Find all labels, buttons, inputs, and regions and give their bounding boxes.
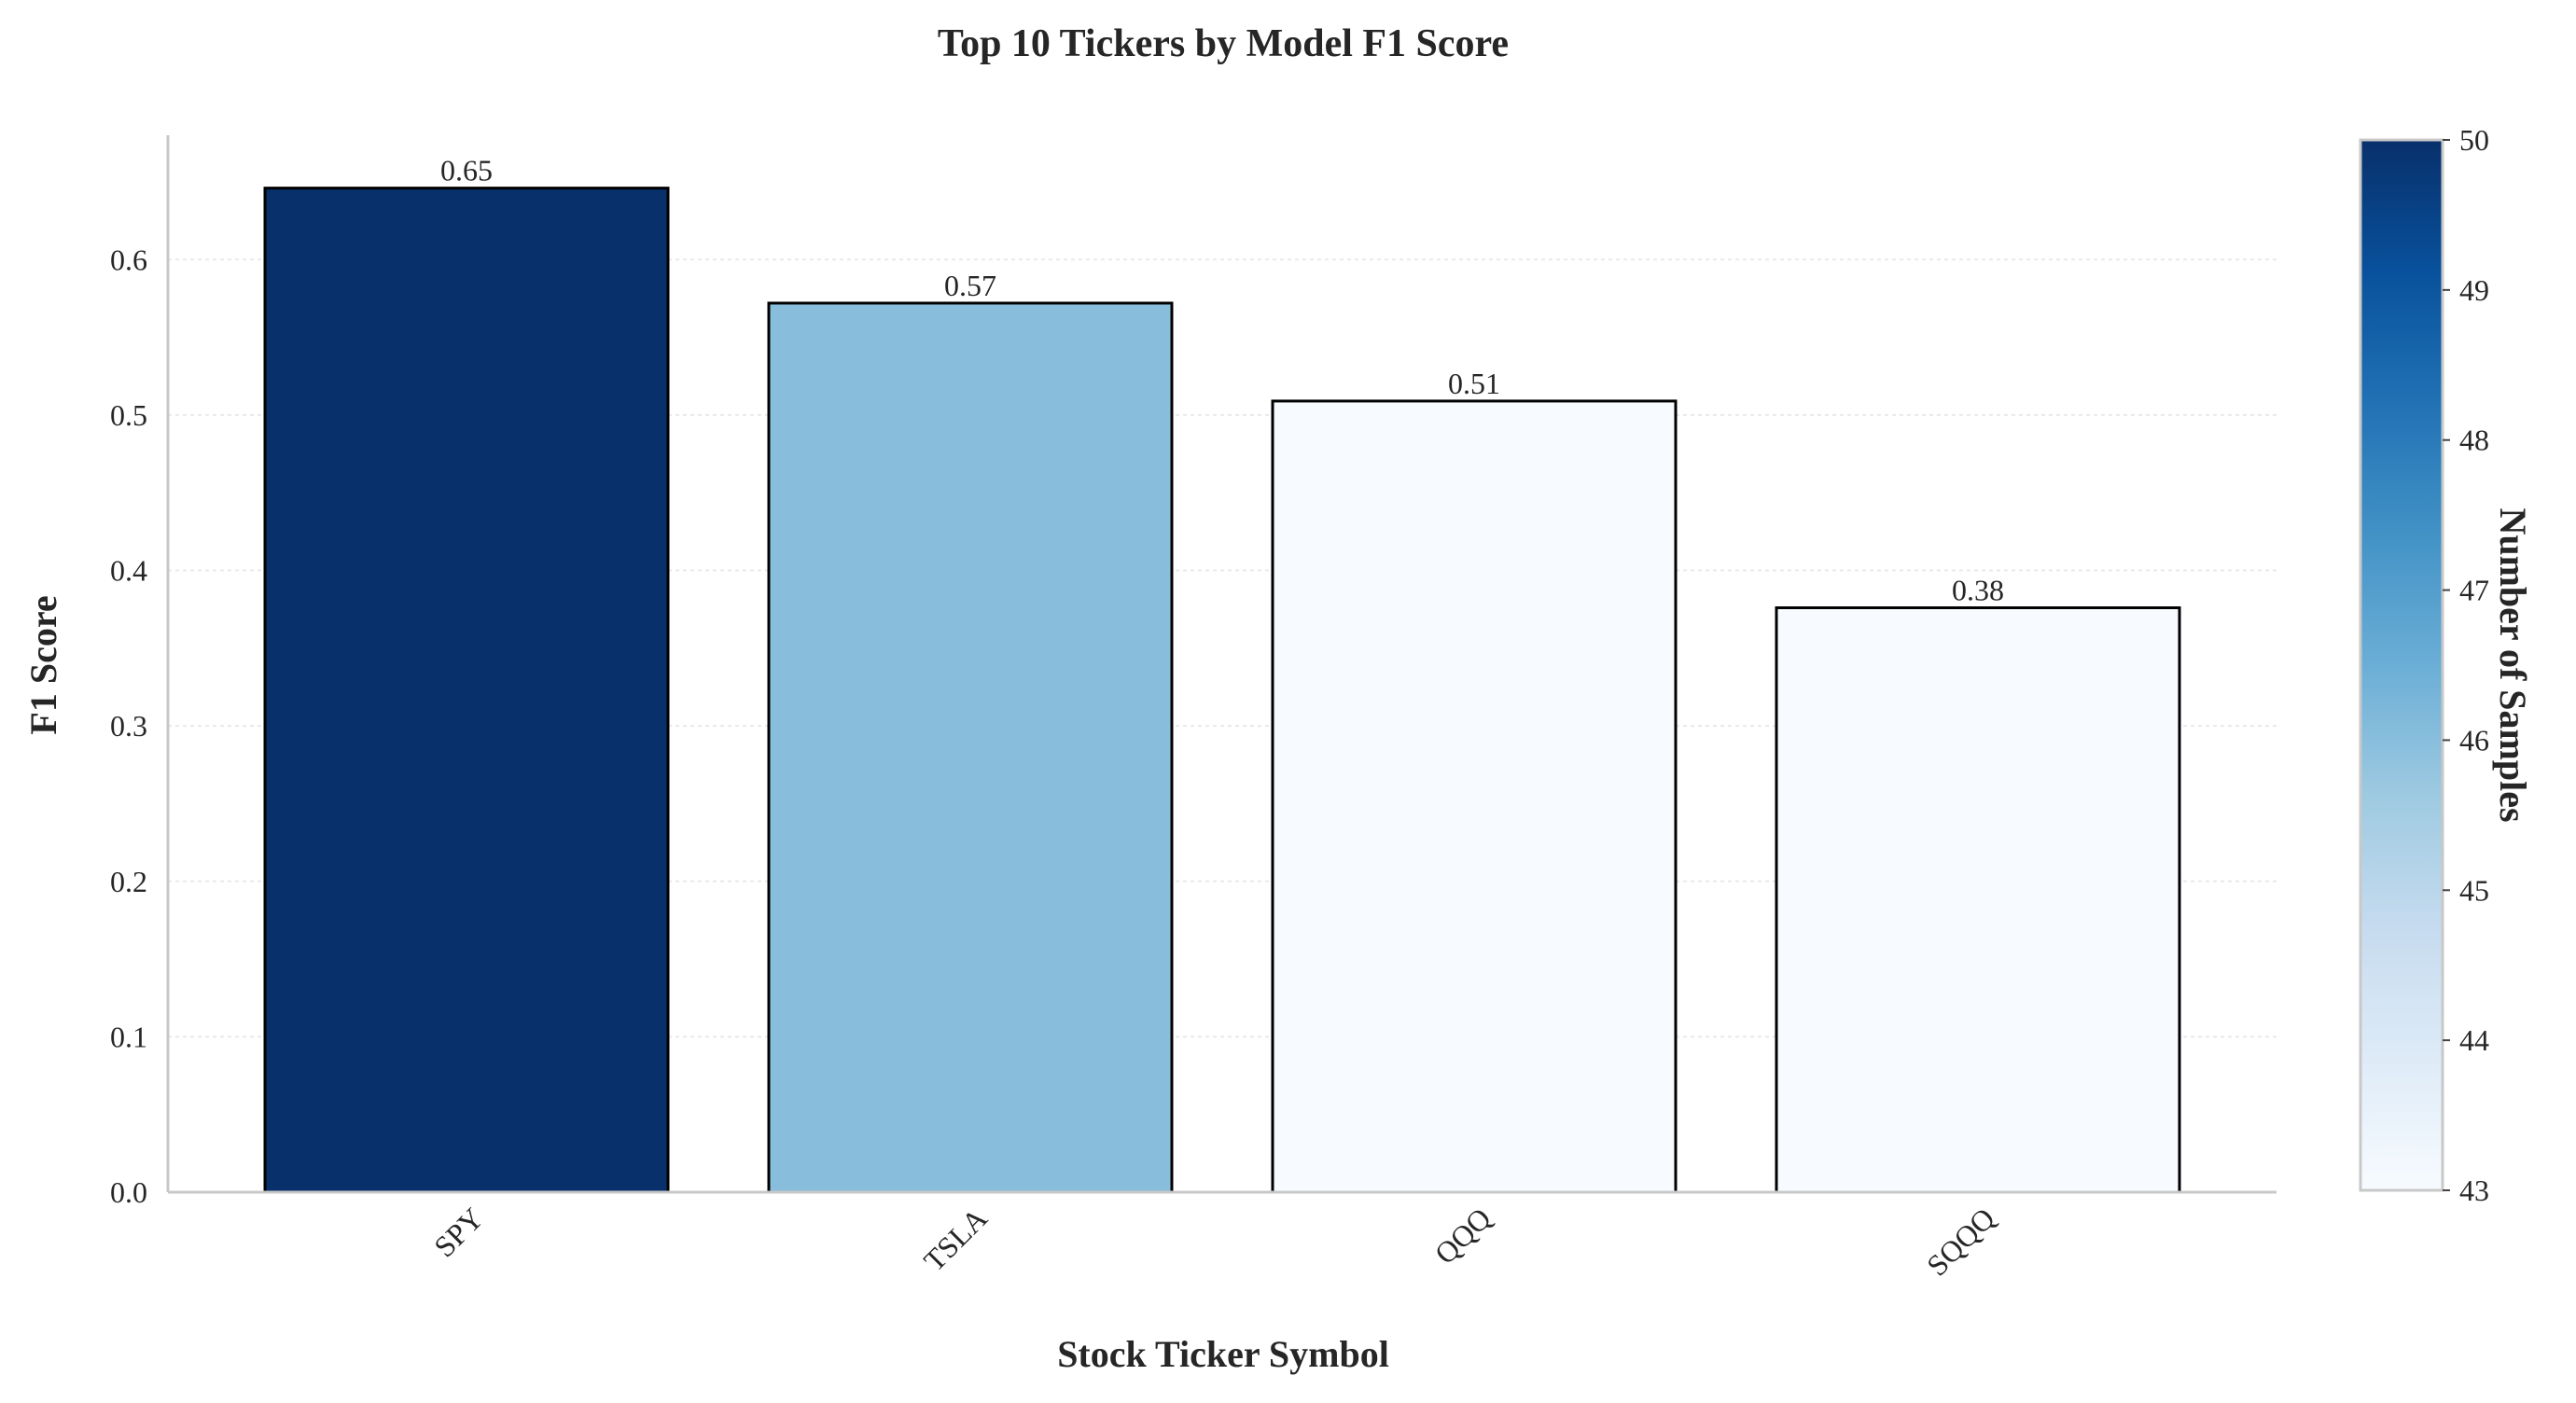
bar-sqqq <box>1775 606 2181 1194</box>
data-label-qqq: 0.51 <box>1448 367 1500 400</box>
chart-title: Top 10 Tickers by Model F1 Score <box>938 22 1509 65</box>
bar-tsla <box>767 301 1174 1194</box>
x-tick-label-tsla: TSLA <box>917 1201 994 1277</box>
y-tick-label: 0.5 <box>110 398 147 432</box>
colorbar-tick-label: 48 <box>2459 424 2489 457</box>
x-tick-label-sqqq: SQQQ <box>1920 1201 2001 1282</box>
y-tick-label: 0.4 <box>110 554 147 588</box>
colorbar-label: Number of Samples <box>2492 507 2534 822</box>
bars <box>263 187 2181 1194</box>
colorbar-tick-label: 46 <box>2459 723 2489 757</box>
colorbar-tick-label: 43 <box>2459 1174 2489 1207</box>
colorbar-tick-label: 44 <box>2459 1023 2489 1057</box>
bar-spy <box>263 187 670 1194</box>
colorbar: 43 44 45 46 47 48 49 50 <box>2359 123 2489 1207</box>
x-tick-label-qqq: QQQ <box>1427 1201 1497 1270</box>
y-tick-label: 0.1 <box>110 1020 147 1053</box>
data-labels: 0.65 0.57 0.51 0.38 <box>440 154 2004 607</box>
y-axis-label: F1 Score <box>22 595 64 734</box>
data-label-tsla: 0.57 <box>944 269 996 302</box>
colorbar-gradient <box>2359 138 2444 1192</box>
x-axis-label: Stock Ticker Symbol <box>1057 1333 1389 1375</box>
x-tick-label-spy: SPY <box>427 1201 490 1263</box>
data-label-sqqq: 0.38 <box>1952 574 2004 607</box>
colorbar-tick-label: 47 <box>2459 574 2489 607</box>
data-label-spy: 0.65 <box>440 154 493 188</box>
y-tick-label: 0.6 <box>110 243 147 276</box>
colorbar-tick-label: 45 <box>2459 873 2489 907</box>
colorbar-tick-label: 50 <box>2459 123 2489 157</box>
bar-qqq <box>1271 399 1678 1194</box>
y-tick-label: 0.3 <box>110 709 147 743</box>
y-tick-label: 0.0 <box>110 1175 147 1209</box>
colorbar-tick-label: 49 <box>2459 273 2489 307</box>
y-tick-label: 0.2 <box>110 865 147 898</box>
